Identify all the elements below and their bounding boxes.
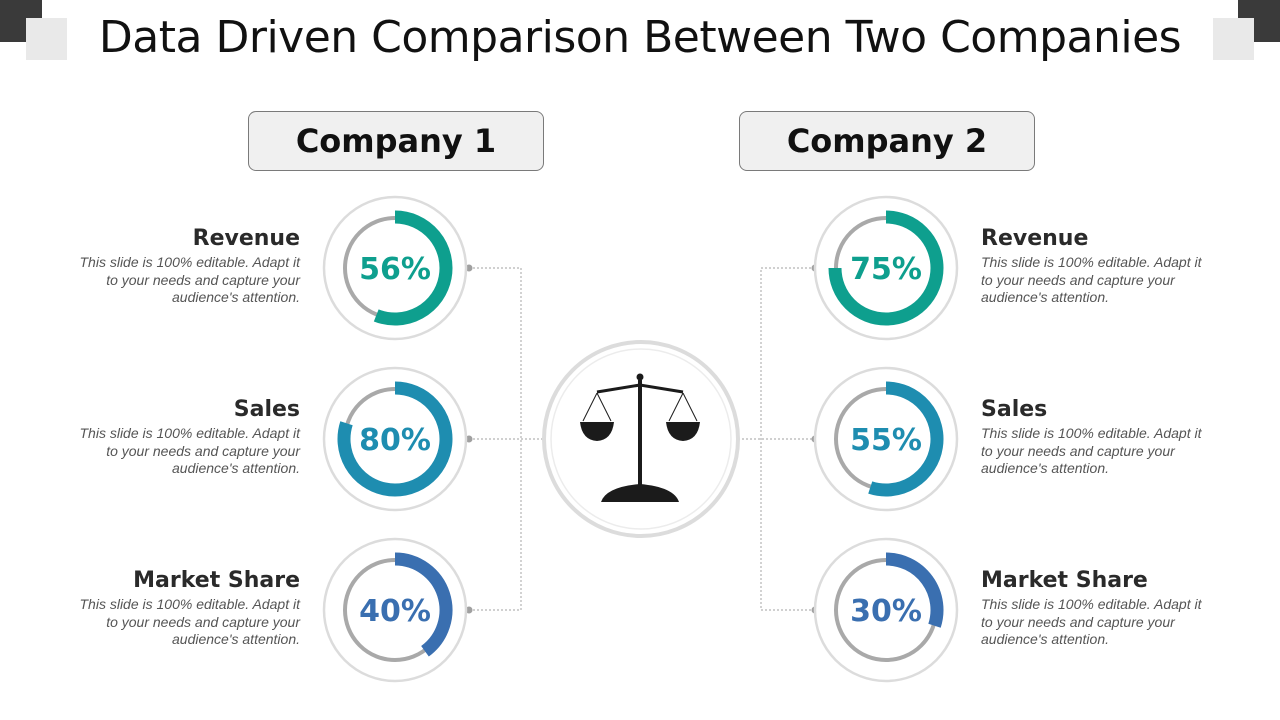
metric-description: This slide is 100% editable. Adapt it to… — [981, 254, 1202, 305]
gauge-value-arc — [885, 552, 944, 628]
corner-decoration — [26, 18, 67, 60]
center-badge — [542, 340, 740, 538]
company-2-revenue-gauge: 75% — [813, 195, 959, 341]
gauge-value-arc — [373, 210, 453, 326]
metric-label: Revenue — [981, 226, 1089, 251]
metric-label: Sales — [981, 397, 1048, 422]
metric-label: Sales — [233, 397, 300, 422]
company-1-revenue-text: Revenue This slide is 100% editable. Ada… — [60, 226, 301, 307]
gauge-percent-label: 80% — [359, 423, 431, 458]
company-1-sales-gauge: 80% — [322, 366, 468, 512]
right-connector — [760, 267, 815, 611]
gauge-value-arc — [868, 381, 944, 497]
metric-label: Market Share — [981, 568, 1148, 593]
gauge-value-arc — [394, 552, 453, 657]
gauge-percent-label: 75% — [850, 252, 922, 287]
balance-scale-icon — [580, 373, 700, 502]
company-2-sales-text: Sales This slide is 100% editable. Adapt… — [981, 397, 1221, 478]
corner-decoration — [1213, 18, 1254, 60]
metric-label: Market Share — [133, 568, 300, 593]
gauge-percent-label: 40% — [359, 594, 431, 629]
company-2-market-share-text: Market Share This slide is 100% editable… — [981, 568, 1221, 649]
company-1-sales-text: Sales This slide is 100% editable. Adapt… — [60, 397, 301, 478]
metric-description: This slide is 100% editable. Adapt it to… — [79, 425, 301, 476]
metric-description: This slide is 100% editable. Adapt it to… — [79, 596, 301, 647]
company-1-market-share-gauge: 40% — [322, 537, 468, 683]
slide-title: Data Driven Comparison Between Two Compa… — [98, 12, 1182, 63]
gauge-value-arc — [337, 381, 453, 497]
gauge-percent-label: 56% — [359, 252, 431, 287]
connector-lines — [469, 267, 815, 611]
company-2-market-share-gauge: 30% — [813, 537, 959, 683]
company-1-market-share-text: Market Share This slide is 100% editable… — [60, 568, 301, 649]
gauge-percent-label: 55% — [850, 423, 922, 458]
metric-description: This slide is 100% editable. Adapt it to… — [981, 596, 1202, 647]
metric-label: Revenue — [192, 226, 300, 251]
company-2-sales-gauge: 55% — [813, 366, 959, 512]
company-1-revenue-gauge: 56% — [322, 195, 468, 341]
left-connector — [469, 267, 522, 611]
gauge-value-arc — [828, 210, 944, 326]
metric-description: This slide is 100% editable. Adapt it to… — [981, 425, 1202, 476]
company-2-revenue-text: Revenue This slide is 100% editable. Ada… — [981, 226, 1221, 307]
company-1-header: Company 1 — [248, 111, 544, 171]
gauge-percent-label: 30% — [850, 594, 922, 629]
company-2-header: Company 2 — [739, 111, 1035, 171]
metric-description: This slide is 100% editable. Adapt it to… — [79, 254, 301, 305]
